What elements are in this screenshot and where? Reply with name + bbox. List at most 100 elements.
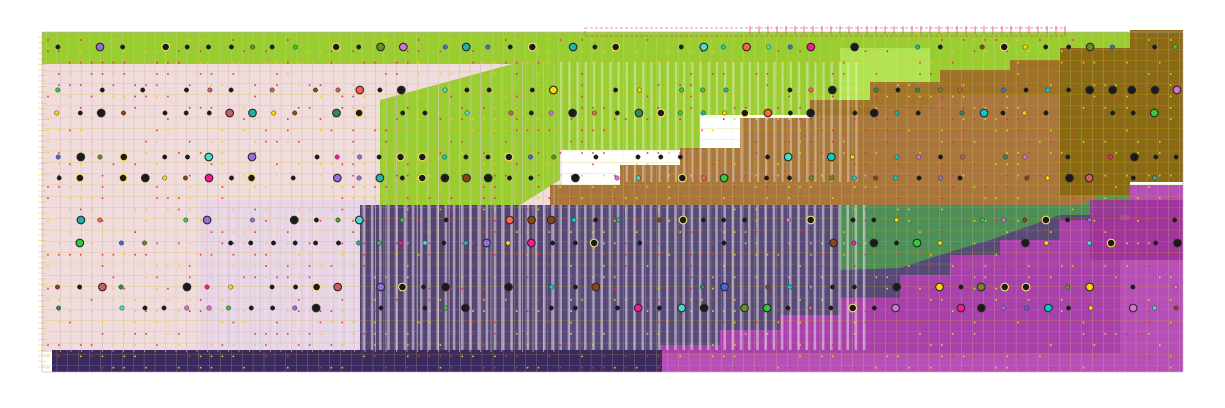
- pin-dot: [156, 61, 158, 64]
- pin-dot: [690, 174, 692, 177]
- column-stripe: [313, 205, 316, 350]
- column-stripe-upper: [789, 62, 792, 182]
- pin-dot: [461, 152, 463, 154]
- pin-dot: [832, 95, 834, 98]
- cell-instance: [77, 284, 83, 290]
- column-line: [301, 62, 303, 352]
- pin-dot: [515, 118, 518, 120]
- cell-instances: [54, 42, 1182, 313]
- pin-dot: [799, 84, 801, 86]
- pin-dot: [1137, 333, 1139, 335]
- pin-dot: [265, 220, 267, 222]
- pin-dot: [450, 333, 453, 335]
- pin-dot: [178, 61, 180, 64]
- pin-dot: [90, 140, 93, 143]
- pin-dot: [875, 50, 878, 53]
- pin-dot: [951, 321, 954, 324]
- pin-dot: [1071, 186, 1074, 188]
- pin-dot: [90, 344, 93, 346]
- pin-dot: [439, 50, 442, 53]
- pin-dot: [450, 140, 453, 143]
- pin-dot: [156, 197, 158, 199]
- column-stripe-upper: [781, 62, 784, 182]
- cell-instance: [204, 173, 214, 183]
- pin-dot: [221, 355, 224, 358]
- cell-instance: [915, 44, 921, 50]
- cell-instance: [507, 44, 513, 50]
- pin-dot: [690, 310, 692, 312]
- column-stripe: [370, 205, 374, 350]
- pin-dot: [265, 140, 267, 143]
- cell-instance: [828, 305, 834, 311]
- pin-dot: [472, 310, 474, 312]
- pin-dot: [733, 276, 736, 279]
- cell-instance: [118, 173, 128, 183]
- cell-instance: [422, 110, 428, 116]
- pin-dot: [319, 321, 322, 324]
- pin-dot: [1050, 366, 1052, 369]
- pin-dot: [744, 174, 747, 177]
- pin-dot: [450, 95, 453, 98]
- pin-dot: [941, 276, 943, 279]
- pin-dot: [515, 39, 518, 41]
- cell-instance: [700, 87, 705, 93]
- pin-dot: [875, 95, 878, 98]
- pin-dot: [635, 186, 638, 188]
- pin-dot: [821, 174, 823, 177]
- column-stripe: [789, 205, 792, 350]
- pin-dot: [842, 344, 845, 346]
- pin-dot: [1017, 39, 1019, 41]
- pin-dot: [603, 253, 605, 256]
- pin-dot: [450, 355, 453, 358]
- cell-instance: [571, 217, 577, 223]
- pin-dot: [101, 265, 104, 267]
- pin-dot: [112, 276, 115, 279]
- pin-dot: [842, 366, 845, 369]
- pin-dot: [330, 265, 333, 267]
- cell-instance: [851, 240, 857, 246]
- pin-dot: [287, 333, 289, 335]
- column-stripe-upper: [822, 62, 825, 182]
- pin-dot: [134, 107, 136, 109]
- pin-dot: [1039, 84, 1041, 86]
- pin-dot: [243, 129, 245, 132]
- pin-dot: [723, 186, 725, 188]
- cell-instance: [417, 173, 427, 183]
- cell-instance: [1022, 44, 1028, 50]
- pin-dot: [112, 95, 115, 98]
- pin-dot: [178, 197, 180, 199]
- cell-instance: [979, 108, 989, 118]
- pin-dot: [515, 310, 518, 312]
- pin-dot: [657, 152, 660, 154]
- pin-dot: [1071, 208, 1074, 211]
- pin-dot: [112, 84, 115, 86]
- cell-instance: [443, 217, 449, 223]
- cell-instance: [568, 42, 578, 52]
- pin-dot: [908, 366, 910, 369]
- pin-dot: [733, 355, 736, 358]
- pin-dot: [79, 163, 82, 166]
- pin-dot: [864, 174, 867, 177]
- pin-dot: [657, 333, 660, 335]
- pin-dot: [777, 344, 780, 346]
- pin-dot: [875, 276, 878, 279]
- pin-dot: [603, 39, 605, 41]
- pin-dot: [428, 355, 431, 358]
- cell-instance: [54, 110, 60, 116]
- cell-instance: [977, 303, 986, 313]
- pin-dot: [646, 39, 649, 41]
- pin-dot: [592, 366, 594, 369]
- pin-dot: [319, 174, 322, 177]
- cell-instance: [376, 42, 385, 52]
- pin-dot: [919, 253, 921, 256]
- column-stripe: [584, 205, 587, 350]
- pin-dot: [951, 50, 954, 53]
- cell-instance: [331, 42, 341, 52]
- column-stripe-upper: [568, 62, 571, 182]
- pin-dot: [1060, 299, 1063, 301]
- pin-dot: [439, 152, 442, 154]
- column-stripe-upper: [797, 62, 801, 182]
- cell-instance: [1152, 175, 1158, 181]
- pin-dot: [1126, 140, 1128, 143]
- pin-dot: [210, 355, 213, 358]
